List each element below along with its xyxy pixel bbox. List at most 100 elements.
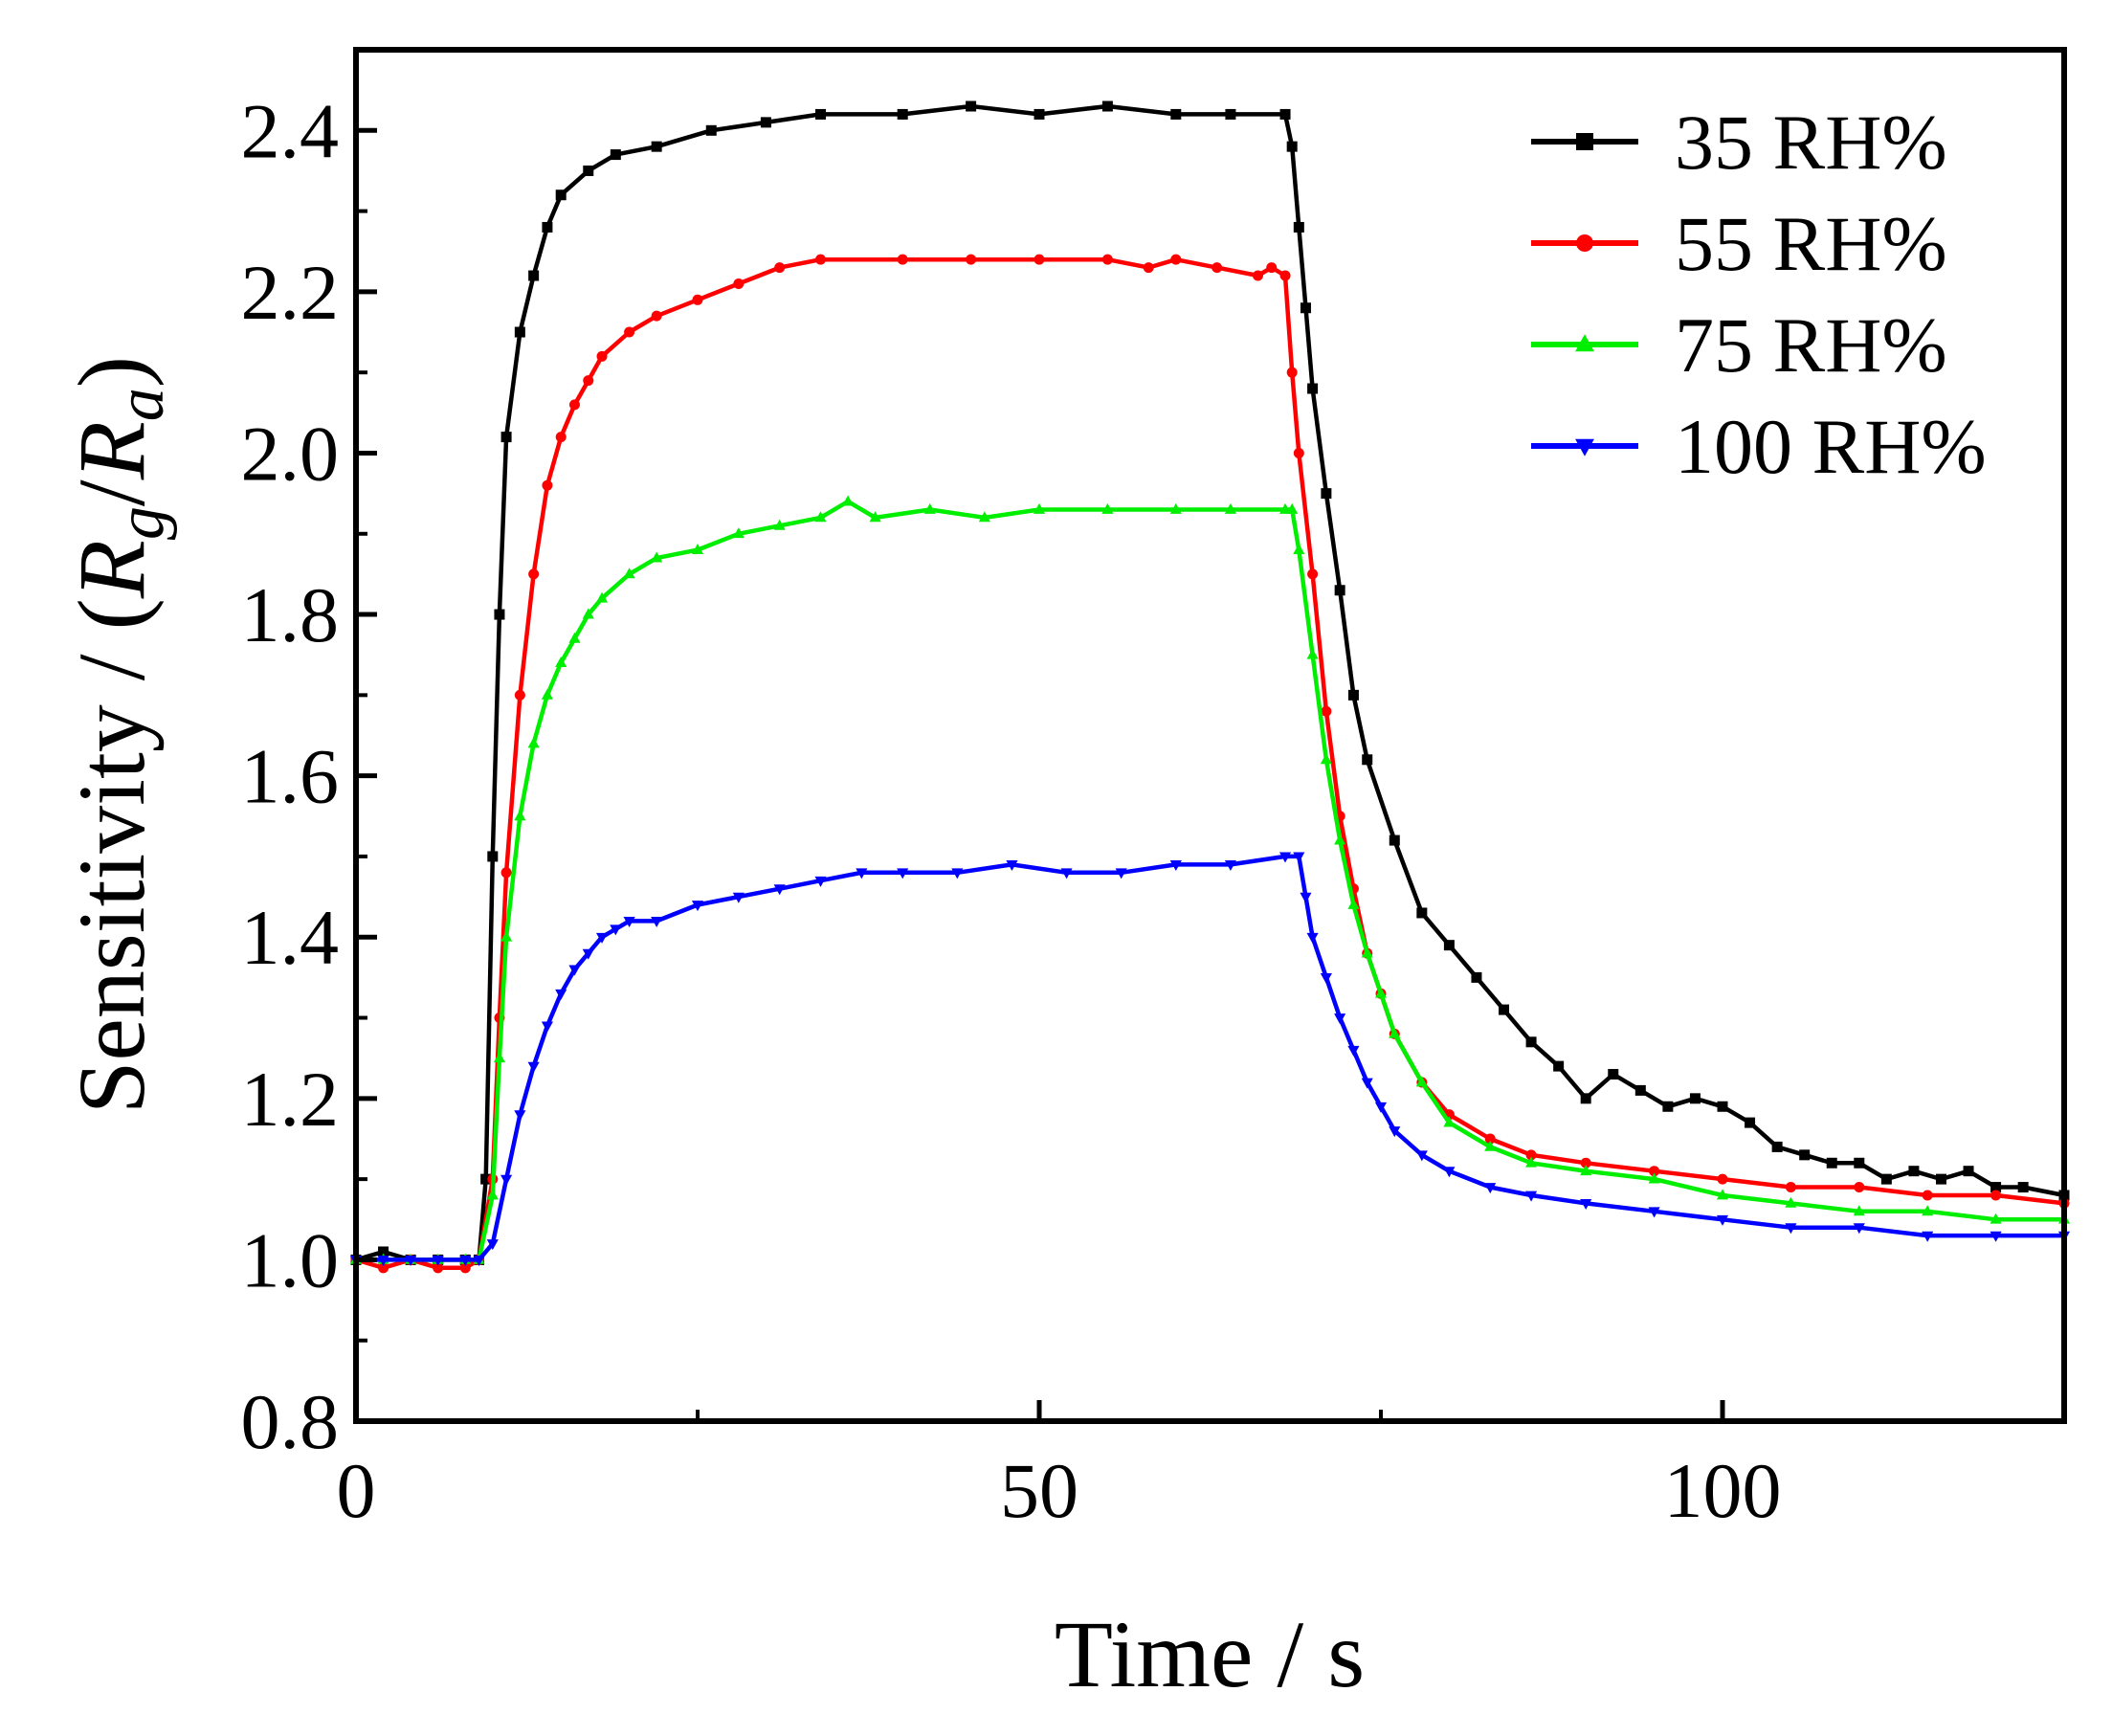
x-tick-label: 50 <box>1000 1447 1078 1534</box>
data-point <box>1963 1166 1974 1177</box>
legend-label: 35 RH% <box>1675 99 1947 186</box>
data-point <box>1306 932 1319 944</box>
legend-label: 55 RH% <box>1675 200 1947 287</box>
data-point <box>1853 1223 1865 1235</box>
data-point <box>1321 488 1332 500</box>
data-point <box>1169 859 1182 871</box>
data-point <box>923 502 936 514</box>
data-point <box>542 479 553 491</box>
data-point <box>1320 753 1332 765</box>
data-point <box>897 254 908 265</box>
data-point <box>773 884 786 896</box>
y-tick-label: 1.8 <box>241 571 340 658</box>
data-point <box>1990 1231 2002 1242</box>
data-point <box>500 867 512 879</box>
data-point <box>2017 1182 2029 1193</box>
data-point <box>1771 1141 1783 1152</box>
data-point <box>486 1239 499 1251</box>
data-point <box>1785 1196 1797 1208</box>
data-point <box>732 892 745 903</box>
data-point <box>1415 1150 1428 1162</box>
data-point <box>1648 1207 1660 1218</box>
data-point <box>978 511 990 523</box>
data-point <box>1115 868 1127 879</box>
data-point <box>1286 502 1299 514</box>
legend-item: 100 RH% <box>1531 403 1987 490</box>
data-point <box>459 1262 471 1274</box>
data-point <box>1374 987 1388 998</box>
data-point <box>1922 1231 1934 1242</box>
data-point <box>651 310 662 322</box>
data-point <box>1293 221 1304 233</box>
y-tick-label: 2.4 <box>241 87 340 174</box>
data-point <box>1224 502 1236 514</box>
data-point <box>733 278 745 289</box>
data-point <box>1169 502 1182 514</box>
data-point <box>624 326 635 338</box>
data-point <box>1525 1149 1537 1161</box>
data-point <box>1648 1172 1660 1184</box>
data-point <box>582 948 594 960</box>
legend-marker <box>1576 133 1593 150</box>
legend-item: 55 RH% <box>1531 200 1947 287</box>
data-point <box>773 519 786 530</box>
data-point <box>1347 898 1360 909</box>
data-point <box>651 551 663 563</box>
data-point <box>691 544 704 555</box>
data-point <box>542 221 553 233</box>
data-point <box>1252 270 1263 281</box>
data-point <box>480 1173 492 1185</box>
data-point <box>869 511 881 523</box>
data-point <box>1307 383 1319 394</box>
data-point <box>1716 1189 1729 1200</box>
data-point <box>493 1052 505 1063</box>
data-point <box>1935 1173 1946 1185</box>
data-point <box>528 568 540 580</box>
data-point <box>1785 1223 1797 1235</box>
data-point <box>705 124 717 136</box>
data-point <box>691 901 704 912</box>
data-point <box>527 737 540 748</box>
data-point <box>1293 852 1305 863</box>
data-point <box>1525 1036 1537 1048</box>
data-point <box>1922 1190 1933 1201</box>
data-point <box>514 1110 526 1122</box>
data-point <box>514 326 525 338</box>
data-point <box>1389 835 1400 846</box>
data-point <box>500 1174 513 1186</box>
y-tick-label: 1.0 <box>241 1216 340 1303</box>
data-point <box>595 591 609 603</box>
legend-label: 100 RH% <box>1675 403 1987 490</box>
data-point <box>610 924 622 936</box>
data-point <box>1389 1027 1401 1038</box>
data-point <box>1580 1199 1592 1211</box>
data-point <box>1415 1076 1428 1087</box>
data-point <box>966 254 977 265</box>
data-point <box>514 810 526 821</box>
data-point <box>1745 1117 1756 1128</box>
data-point <box>1101 502 1114 514</box>
data-point <box>1266 262 1278 274</box>
data-point <box>541 1021 553 1033</box>
data-point <box>1580 1093 1591 1104</box>
data-point <box>1854 1157 1865 1168</box>
legend-marker <box>1576 234 1593 252</box>
data-point <box>1374 1102 1388 1113</box>
y-tick-label: 1.2 <box>241 1056 340 1143</box>
data-point <box>1716 1214 1729 1226</box>
data-point <box>596 350 608 362</box>
y-axis-label-prefix: Sensitivity / ( <box>58 598 165 1114</box>
data-point <box>1334 834 1346 845</box>
data-point <box>1880 1173 1892 1185</box>
data-point <box>1826 1157 1837 1168</box>
data-point <box>432 1256 444 1267</box>
data-point <box>774 262 786 274</box>
data-point <box>1034 108 1045 120</box>
data-point <box>1361 946 1373 958</box>
data-point <box>514 689 525 701</box>
x-tick-label: 100 <box>1664 1447 1782 1534</box>
data-point <box>1300 302 1311 314</box>
y-tick-label: 1.4 <box>241 894 340 981</box>
data-point <box>568 965 581 976</box>
